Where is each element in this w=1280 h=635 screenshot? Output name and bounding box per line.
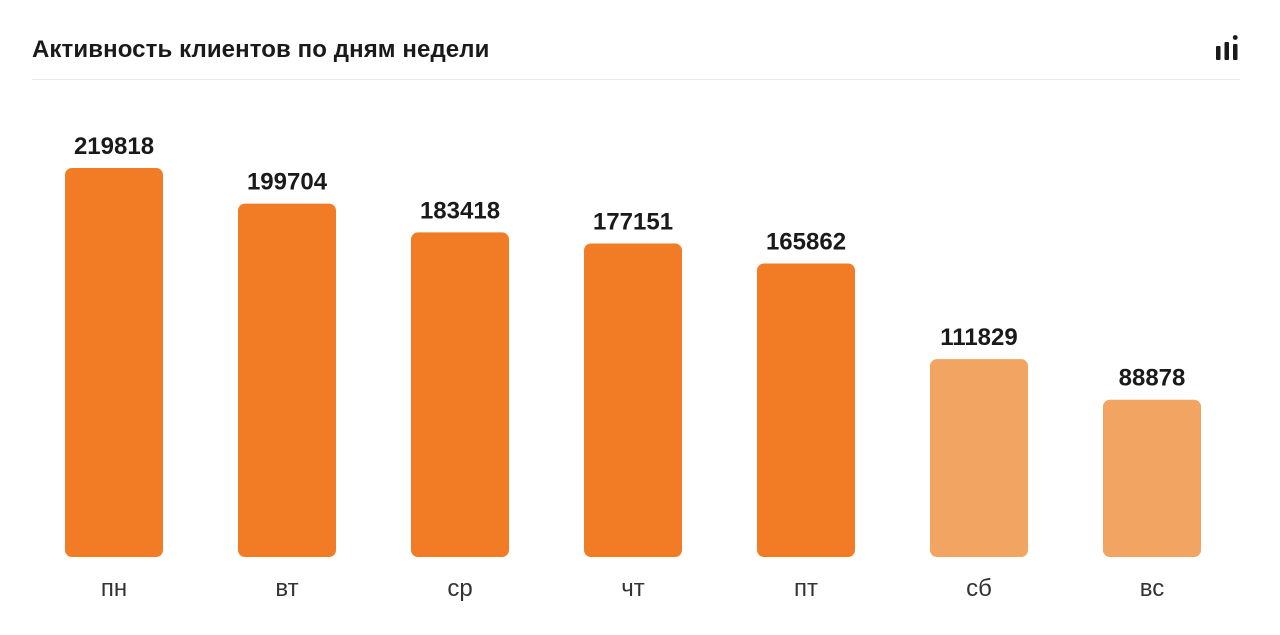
x-tick-label: вс	[1140, 575, 1164, 602]
x-tick-label: пт	[794, 575, 818, 602]
bar-вс[interactable]	[1103, 399, 1201, 557]
bar-chart-icon	[1216, 35, 1238, 60]
data-label: 177151	[593, 209, 673, 236]
x-tick-label: ср	[447, 575, 472, 602]
bar-чт[interactable]	[584, 243, 682, 557]
data-label: 88878	[1119, 365, 1186, 392]
chart-type-button[interactable]	[1214, 32, 1240, 64]
header-divider	[32, 79, 1240, 80]
data-label: 111829	[940, 324, 1017, 351]
chart-header: Активность клиентов по дням недели	[32, 30, 1240, 72]
x-tick-label: пн	[101, 575, 127, 602]
x-tick-label: сб	[966, 575, 992, 602]
chart-title: Активность клиентов по дням недели	[32, 36, 490, 63]
data-label: 219818	[74, 133, 154, 160]
bar-сб[interactable]	[930, 359, 1028, 557]
data-label: 199704	[247, 169, 328, 196]
bar-пн[interactable]	[65, 168, 163, 557]
data-label: 183418	[420, 197, 500, 224]
x-tick-label: вт	[275, 575, 298, 602]
bar-пт[interactable]	[757, 263, 855, 557]
bar-вт[interactable]	[238, 203, 336, 557]
x-tick-label: чт	[621, 575, 645, 602]
data-label: 165862	[766, 228, 846, 255]
bar-ср[interactable]	[411, 232, 509, 557]
